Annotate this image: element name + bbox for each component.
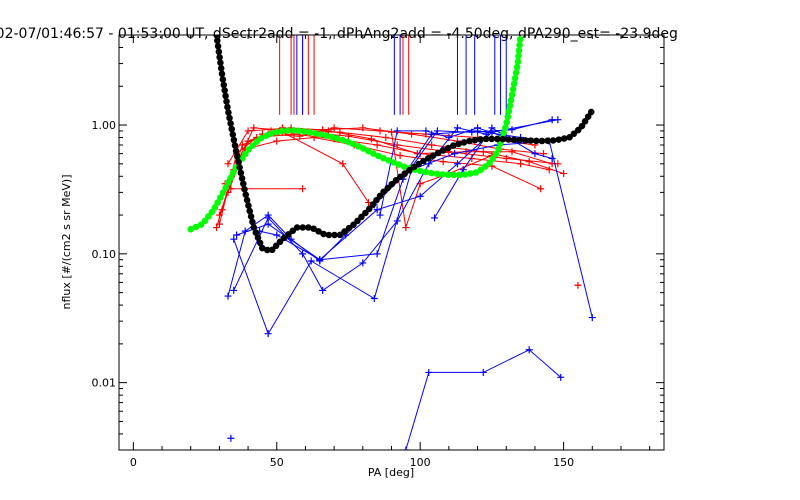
blue-data-point: [433, 127, 441, 135]
blue-data-point: [373, 250, 381, 258]
red-data-point: [396, 152, 404, 160]
plot-marks: [187, 35, 596, 450]
blue-data-point: [428, 130, 436, 138]
blue-data-point: [316, 256, 324, 264]
blue-data-point: [431, 214, 439, 222]
blue-data-point: [393, 127, 401, 135]
blue-data-point: [307, 257, 315, 265]
blue-data-point: [264, 214, 272, 222]
red-data-point: [537, 185, 545, 193]
blue-data-point: [422, 127, 430, 135]
blue-data-point: [445, 134, 453, 142]
blue-data-point: [451, 150, 459, 158]
red-data-point: [525, 158, 533, 166]
blue-data-point: [376, 211, 384, 219]
red-data-point: [502, 154, 510, 162]
red-data-point: [339, 160, 347, 168]
x-tick-label: 0: [130, 456, 137, 469]
blue-data-point: [488, 124, 496, 132]
blue-data-point: [264, 220, 272, 228]
blue-data-point: [359, 259, 367, 267]
blue-data-point: [474, 124, 482, 132]
red-data-point: [344, 132, 352, 140]
blue-data-point: [402, 446, 410, 450]
red-data-point: [367, 135, 375, 143]
blue-data-point: [373, 206, 381, 214]
green-model-curve: [187, 35, 524, 233]
red-data-point: [224, 160, 232, 168]
red-series-line: [224, 136, 541, 190]
black-model-curve: [213, 35, 596, 255]
blue-data-point: [319, 286, 327, 294]
blue-data-point: [588, 314, 596, 322]
y-tick-label: 0.10: [92, 248, 117, 261]
red-data-point: [213, 224, 221, 232]
red-data-point: [560, 170, 568, 178]
blue-data-point: [224, 292, 232, 300]
red-data-point: [373, 141, 381, 149]
blue-data-point: [479, 368, 487, 376]
blue-series-line: [405, 349, 562, 450]
y-tick-label: 0.01: [92, 377, 117, 390]
blue-data-point: [557, 373, 565, 381]
axes-ticks: 0 50 100 150 0.01 0.10 1.00: [92, 34, 664, 469]
red-data-point: [574, 281, 582, 289]
red-data-point: [273, 137, 281, 145]
blue-data-point: [299, 250, 307, 258]
red-data-point: [382, 134, 390, 142]
x-axis-title: PA [deg]: [368, 466, 414, 479]
blue-data-point: [230, 286, 238, 294]
blue-data-point: [453, 160, 461, 168]
red-data-point: [508, 148, 516, 156]
blue-data-point: [227, 434, 235, 442]
chart-title: 2021-02-07/01:46:57 - 01:53:00 UT, dSect…: [0, 26, 678, 42]
red-data-point: [517, 160, 525, 168]
red-data-point: [244, 127, 252, 135]
red-series-line: [221, 130, 558, 210]
blue-data-point: [554, 116, 562, 124]
blue-data-point: [416, 192, 424, 200]
red-data-point: [376, 127, 384, 135]
red-data-point: [468, 154, 476, 162]
red-data-point: [408, 130, 416, 138]
x-tick-label: 50: [270, 456, 284, 469]
y-tick-label: 1.00: [92, 119, 117, 132]
red-data-point: [330, 124, 338, 132]
red-data-point: [244, 137, 252, 145]
plot-frame: [118, 34, 665, 451]
blue-data-point: [525, 346, 533, 354]
red-data-point: [388, 128, 395, 136]
blue-data-point: [425, 368, 433, 376]
red-data-point: [402, 224, 410, 232]
blue-data-point: [230, 235, 238, 243]
blue-data-point: [264, 330, 272, 338]
red-data-point: [299, 185, 307, 193]
blue-data-point: [453, 124, 461, 132]
x-tick-label: 100: [410, 456, 431, 469]
blue-data-point: [370, 295, 378, 303]
red-data-point: [215, 211, 223, 219]
red-data-point: [439, 158, 447, 166]
blue-series-line: [379, 127, 507, 216]
blue-data-point: [233, 231, 241, 239]
red-data-point: [428, 141, 436, 149]
x-tick-label: 150: [553, 456, 574, 469]
y-axis-title: nflux [#/(cm2 s sr MeV)]: [60, 175, 73, 310]
blue-data-point: [273, 231, 281, 239]
blue-data-point: [548, 154, 556, 162]
blue-data-point: [508, 126, 516, 134]
blue-data-point: [531, 150, 539, 158]
